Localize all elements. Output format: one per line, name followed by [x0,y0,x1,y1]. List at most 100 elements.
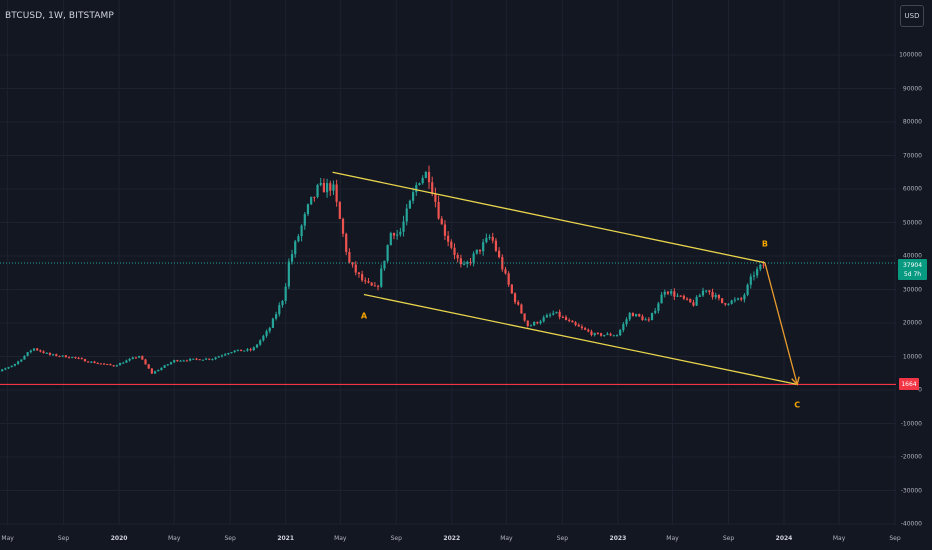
candle-body [166,364,169,366]
candle-body [740,298,743,300]
candle-body [122,362,125,364]
projection-arrow-line[interactable] [764,262,798,385]
candle-body [523,313,526,321]
candle-body [466,261,469,264]
channel-upper-line[interactable] [332,171,766,264]
price-tick-label: 0 [918,386,922,394]
candle-body [45,352,48,354]
candle-body [249,349,252,351]
channel-lower-line[interactable] [363,293,798,386]
candle-body [584,328,587,330]
candle-body [587,329,590,332]
candle-body [545,315,548,318]
candlestick-series [0,165,765,375]
candle-body [262,335,265,341]
candle-body [647,319,650,321]
candle-body [351,262,354,265]
candle-body [692,302,695,306]
candle-body [759,264,762,270]
candle-body [341,218,345,234]
candle-body [141,356,144,360]
candle-body [189,358,192,361]
candle-body [415,185,418,193]
candle-body [61,355,64,357]
candle-body [115,365,118,367]
candle-body [472,253,475,263]
bar-countdown: 5d 7h [903,270,922,278]
candle-body [717,295,721,299]
candle-body [99,363,103,365]
candle-body [504,269,507,274]
candle-body [427,172,431,183]
chart-title: BTCUSD, 1W, BITSTAMP [5,11,114,21]
candle-body [227,353,230,355]
time-tick-label: Sep [390,535,402,542]
candle-body [552,313,555,315]
horizontal-level-badge: 1664 [899,378,919,390]
candle-body [380,268,383,287]
candle-body [173,360,176,363]
candle-body [26,352,29,356]
price-tick-label: 60000 [902,185,922,193]
currency-button[interactable]: USD [900,5,924,27]
candle-body [634,314,638,317]
candle-body [332,184,335,191]
candle-body [354,264,357,273]
candle-body [392,233,396,236]
candle-body [138,356,141,358]
candle-body [243,350,246,352]
candle-body [13,363,16,366]
candle-body [577,324,580,327]
candle-body [284,286,287,301]
candle-body [606,333,609,335]
candle-body [603,334,606,336]
candle-body [147,364,150,369]
candle-body [749,276,752,285]
candle-body [663,291,666,295]
candle-body [112,365,115,367]
candle-body [494,240,498,251]
candle-body [654,310,657,313]
time-tick-label: 2023 [609,535,627,542]
candle-body [217,356,220,358]
candle-body [631,313,635,317]
candle-body [580,326,584,329]
candle-body [431,182,434,194]
candle-body [48,352,52,355]
candle-body [169,362,173,365]
candle-body [564,317,568,320]
candle-body [411,192,415,201]
candle-body [118,363,122,366]
time-tick-label: May [666,535,679,542]
candle-body [224,354,227,356]
candle-body [275,314,278,319]
candle-body [698,295,701,297]
candle-body [29,350,32,353]
candle-body [160,367,163,370]
wave-label-b: B [761,239,768,249]
candle-body [259,340,262,345]
time-tick-label: 2022 [443,535,461,542]
candle-body [281,300,284,306]
candle-body [619,330,622,336]
candle-body [529,325,533,327]
time-tick-label: May [167,535,181,542]
candle-body [131,357,134,359]
time-tick-label: Sep [889,535,901,542]
candle-body [214,357,217,360]
candle-body [437,201,440,219]
candle-body [714,295,717,298]
candle-body [252,347,255,351]
candle-body [730,300,733,304]
candle-body [195,358,198,360]
candle-body [106,364,109,366]
candle-body [705,290,708,292]
candle-body [685,298,689,300]
candle-body [424,172,427,178]
candle-body [408,200,412,209]
candle-body [491,236,494,241]
time-tick-label: May [500,535,513,542]
candle-body [447,235,450,242]
candle-body [462,263,466,265]
